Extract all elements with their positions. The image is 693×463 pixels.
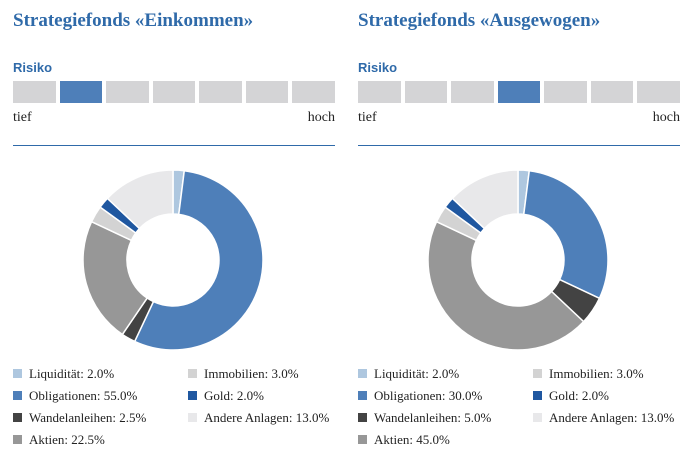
legend-swatch [13, 391, 22, 400]
donut-slice [522, 169, 609, 300]
legend-label: Immobilien: 3.0% [549, 366, 644, 381]
donut-slice [427, 220, 585, 351]
legend-swatch [13, 413, 22, 422]
legend-swatch [533, 391, 542, 400]
risk-high-label: hoch [307, 110, 335, 125]
risk-level-box [590, 81, 634, 103]
risk-level-box [358, 81, 401, 103]
legend: Liquidität: 2.0% Immobilien: 3.0% Obligati… [13, 366, 335, 456]
donut-slice [106, 169, 174, 230]
risk-level-box [544, 81, 587, 103]
risk-level-box [245, 81, 289, 103]
legend-label: Andere Anlagen: 13.0% [549, 410, 675, 425]
risk-scale [13, 81, 335, 103]
legend-swatch [13, 435, 22, 444]
risk-level-box [199, 81, 242, 103]
legend-swatch [188, 369, 197, 378]
risk-level-box [497, 81, 541, 103]
donut-chart [427, 169, 609, 351]
legend-label: Wandelanleihen: 5.0% [374, 410, 492, 425]
risk-low-label: tief [13, 110, 32, 125]
legend-label: Immobilien: 3.0% [204, 366, 299, 381]
risk-low-label: tief [358, 110, 377, 125]
risk-level-box [152, 81, 196, 103]
fund-panel-einkommen: Strategiefonds «Einkommen» Risiko tief h… [13, 0, 335, 463]
divider [358, 145, 680, 146]
fund-panel-ausgewogen: Strategiefonds «Ausgewogen» Risiko tief … [358, 0, 680, 463]
legend-label: Gold: 2.0% [204, 388, 264, 403]
donut-slice [133, 169, 264, 351]
legend-label: Aktien: 45.0% [374, 432, 450, 447]
risk-level-box [292, 81, 335, 103]
risk-level-box [404, 81, 448, 103]
fund-title: Strategiefonds «Ausgewogen» [358, 10, 601, 31]
donut-chart [82, 169, 264, 351]
fund-title: Strategiefonds «Einkommen» [13, 10, 254, 31]
legend-label: Liquidität: 2.0% [374, 366, 460, 381]
donut-slice [82, 220, 149, 336]
risk-level-box [637, 81, 680, 103]
risk-level-box [451, 81, 494, 103]
risk-level-box [59, 81, 103, 103]
legend-label: Obligationen: 30.0% [374, 388, 483, 403]
legend-label: Andere Anlagen: 13.0% [204, 410, 330, 425]
risk-scale [358, 81, 680, 103]
legend-label: Liquidität: 2.0% [29, 366, 115, 381]
legend-swatch [358, 413, 367, 422]
divider [13, 145, 335, 146]
legend-swatch [188, 413, 197, 422]
risk-level-box [13, 81, 56, 103]
legend-swatch [188, 391, 197, 400]
risk-level-box [106, 81, 149, 103]
legend-label: Aktien: 22.5% [29, 432, 105, 447]
legend: Liquidität: 2.0% Immobilien: 3.0% Obligati… [358, 366, 680, 456]
legend-swatch [13, 369, 22, 378]
risk-label: Risiko [13, 60, 53, 75]
risk-high-label: hoch [652, 110, 680, 125]
donut-slice [451, 169, 519, 230]
legend-swatch [358, 391, 367, 400]
legend-swatch [358, 369, 367, 378]
legend-swatch [533, 369, 542, 378]
legend-label: Wandelanleihen: 2.5% [29, 410, 147, 425]
risk-label: Risiko [358, 60, 398, 75]
legend-label: Gold: 2.0% [549, 388, 609, 403]
legend-swatch [533, 413, 542, 422]
legend-label: Obligationen: 55.0% [29, 388, 138, 403]
legend-swatch [358, 435, 367, 444]
